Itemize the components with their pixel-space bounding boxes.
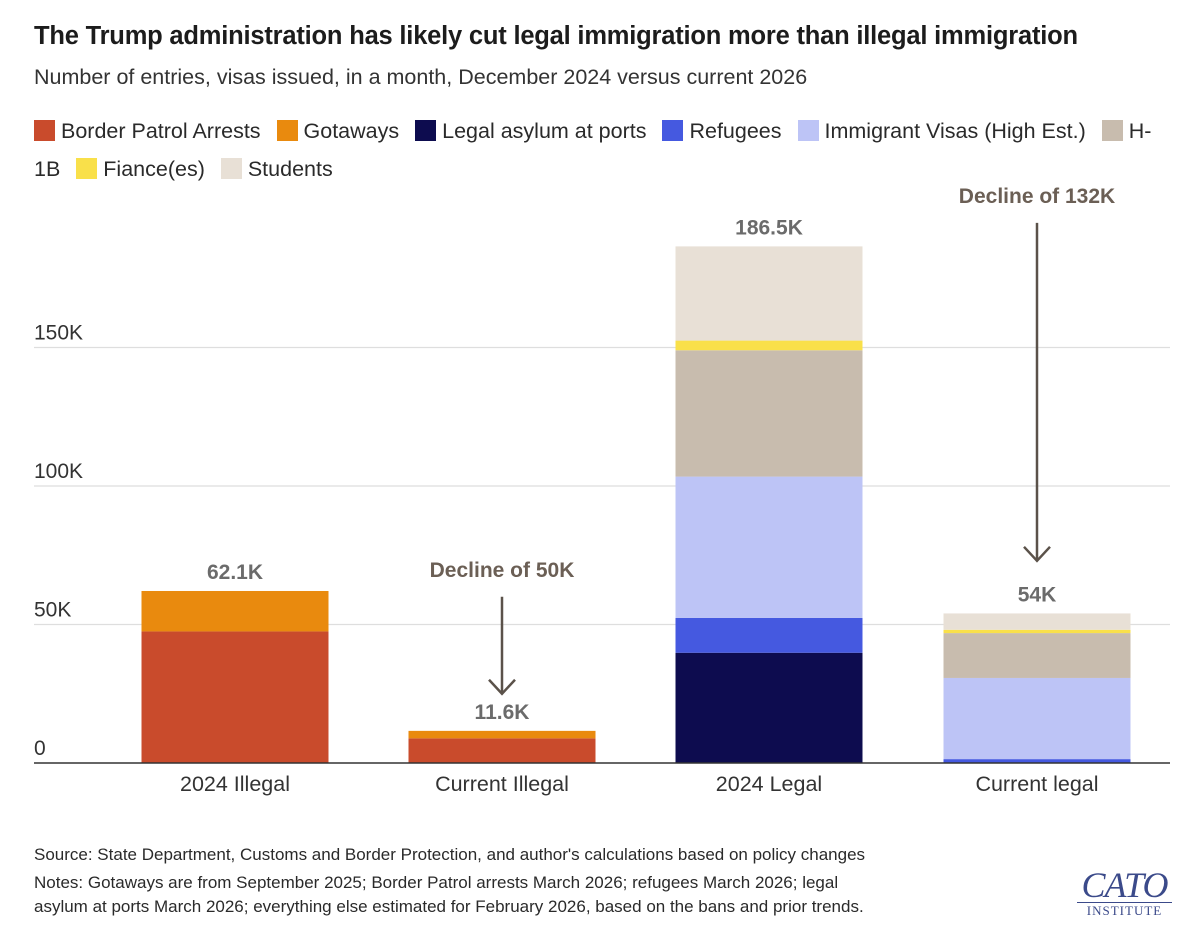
legend-label: H-1B [34, 119, 1152, 181]
legend-label: Immigrant Visas (High Est.) [824, 119, 1086, 143]
bar-segment [675, 340, 863, 351]
bar-segment [408, 738, 596, 763]
notes-line-2: asylum at ports March 2026; everything e… [34, 897, 864, 916]
legend-label: Gotaways [303, 119, 400, 143]
legend-label: Students [247, 157, 333, 181]
legend-item: Fiance(es) [76, 157, 205, 181]
bar-segment [675, 617, 863, 653]
legend: Border Patrol Arrests Gotaways Legal asy… [34, 112, 1154, 188]
legend-label: Fiance(es) [103, 157, 205, 181]
bar-segment [943, 629, 1131, 634]
bar-segment [675, 350, 863, 477]
y-tick-label: 100K [34, 460, 83, 483]
legend-label: Border Patrol Arrests [61, 119, 261, 143]
bar-segment [943, 633, 1131, 678]
annotation-arrow-head [1023, 545, 1051, 563]
bar-total-label: 54K [1018, 583, 1057, 606]
legend-swatch [34, 120, 55, 141]
decline-annotation: Decline of 50K [430, 559, 575, 582]
legend-swatch [276, 120, 298, 141]
x-tick-label: 2024 Illegal [180, 772, 290, 796]
x-tick-label: 2024 Legal [716, 772, 822, 796]
y-tick-label: 50K [34, 599, 71, 622]
cato-logo: CATO INSTITUTE [1077, 865, 1172, 919]
logo-main-text: CATO [1081, 865, 1168, 905]
annotation-arrow-head [488, 678, 516, 696]
decline-annotation: Decline of 132K [959, 185, 1115, 208]
legend-swatch [1101, 120, 1123, 141]
legend-item: Refugees [662, 119, 782, 143]
y-tick-label: 0 [34, 737, 46, 760]
bar-segment [675, 652, 863, 763]
legend-swatch [415, 120, 437, 141]
x-tick-label: Current legal [975, 772, 1098, 796]
source-note: Source: State Department, Customs and Bo… [34, 845, 866, 864]
legend-swatch [76, 158, 98, 179]
notes-line-1: Notes: Gotaways are from September 2025;… [34, 873, 839, 892]
legend-label: Legal asylum at ports [442, 119, 647, 143]
legend-swatch [797, 120, 819, 141]
legend-item: Students [220, 157, 333, 181]
bar-segment [675, 246, 863, 341]
bar-segment [943, 759, 1131, 763]
legend-item: Immigrant Visas (High Est.) [797, 119, 1086, 143]
bar-total-label: 62.1K [207, 561, 263, 584]
legend-item: H-1B [34, 119, 1151, 181]
chart-title: The Trump administration has likely cut … [34, 22, 1078, 50]
bar-segment [943, 677, 1131, 760]
bar-segment [943, 613, 1131, 630]
chart-subtitle: Number of entries, visas issued, in a mo… [34, 65, 808, 89]
bar-total-label: 11.6K [475, 701, 530, 724]
bar-segment [141, 631, 329, 763]
logo-sub-text: INSTITUTE [1077, 902, 1172, 919]
legend-label: Refugees [689, 119, 782, 143]
legend-item: Border Patrol Arrests [34, 119, 261, 143]
y-tick-label: 150K [34, 322, 83, 345]
legend-swatch [220, 158, 242, 179]
bar-segment [141, 590, 329, 632]
legend-swatch [662, 120, 684, 141]
legend-item: Gotaways [276, 119, 400, 143]
bar-segment [675, 476, 863, 618]
x-tick-label: Current Illegal [435, 772, 569, 796]
bar-total-label: 186.5K [735, 216, 803, 239]
bar-segment [408, 730, 596, 739]
legend-item: Legal asylum at ports [415, 119, 646, 143]
